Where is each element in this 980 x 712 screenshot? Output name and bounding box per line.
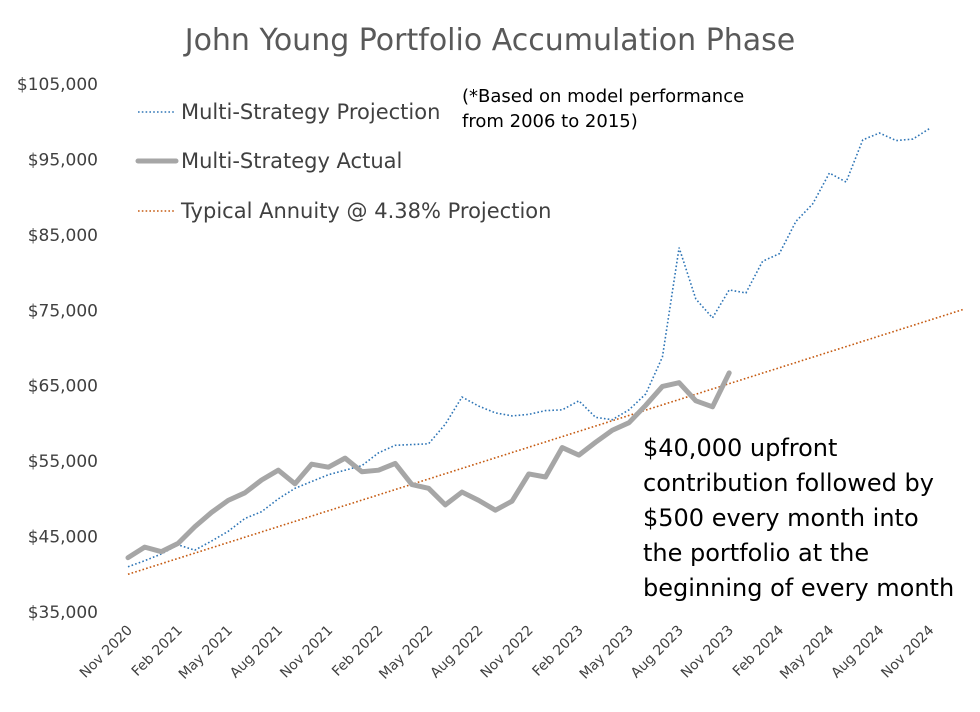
callout-annotation: beginning of every month [643,574,954,602]
x-tick-label: May 2024 [777,622,837,682]
x-tick-label: May 2022 [376,623,436,683]
x-tick-label: Aug 2024 [828,622,887,681]
x-tick-label: Aug 2022 [428,623,487,682]
y-tick-label: $55,000 [28,452,98,472]
y-tick-label: $35,000 [28,603,98,623]
x-tick-label: Nov 2023 [678,623,737,682]
callout-annotation: contribution followed by [643,469,934,497]
x-tick-label: Nov 2020 [77,623,136,682]
legend-label: Typical Annuity @ 4.38% Projection [180,199,551,223]
y-tick-label: $105,000 [17,75,98,95]
callout-annotation: the portfolio at the [643,539,869,567]
y-tick-label: $85,000 [28,226,98,246]
annotations: (*Based on model performance from 2006 to… [462,86,954,602]
callout-annotation: $500 every month into [643,504,919,532]
y-tick-label: $95,000 [28,150,98,170]
x-tick-label: Nov 2024 [878,622,937,681]
series-projection-line [127,127,931,568]
legend: Multi-Strategy Projection Multi-Strategy … [135,100,551,223]
series-actual-line [125,370,732,561]
y-tick-label: $75,000 [28,301,98,321]
callout-annotation: $40,000 upfront [643,434,837,462]
chart-title: John Young Portfolio Accumulation Phase [183,23,796,58]
note-annotation: (*Based on model performance [462,86,744,107]
legend-label: Multi-Strategy Actual [181,149,402,173]
y-axis-ticks: $35,000 $45,000 $55,000 $65,000 $75,000 $85,0… [17,75,98,623]
series-annuity-line [127,308,964,576]
x-tick-label: Nov 2021 [277,623,336,682]
x-tick-label: May 2021 [176,623,236,683]
note-annotation: from 2006 to 2015) [462,111,638,132]
x-tick-label: Aug 2023 [628,623,687,682]
x-tick-label: Aug 2021 [227,623,286,682]
legend-label: Multi-Strategy Projection [181,100,440,124]
y-tick-label: $65,000 [28,377,98,397]
y-tick-label: $45,000 [28,528,98,548]
series-layer [125,127,964,576]
x-tick-label: Nov 2022 [478,623,537,682]
x-tick-label: May 2023 [577,623,637,683]
